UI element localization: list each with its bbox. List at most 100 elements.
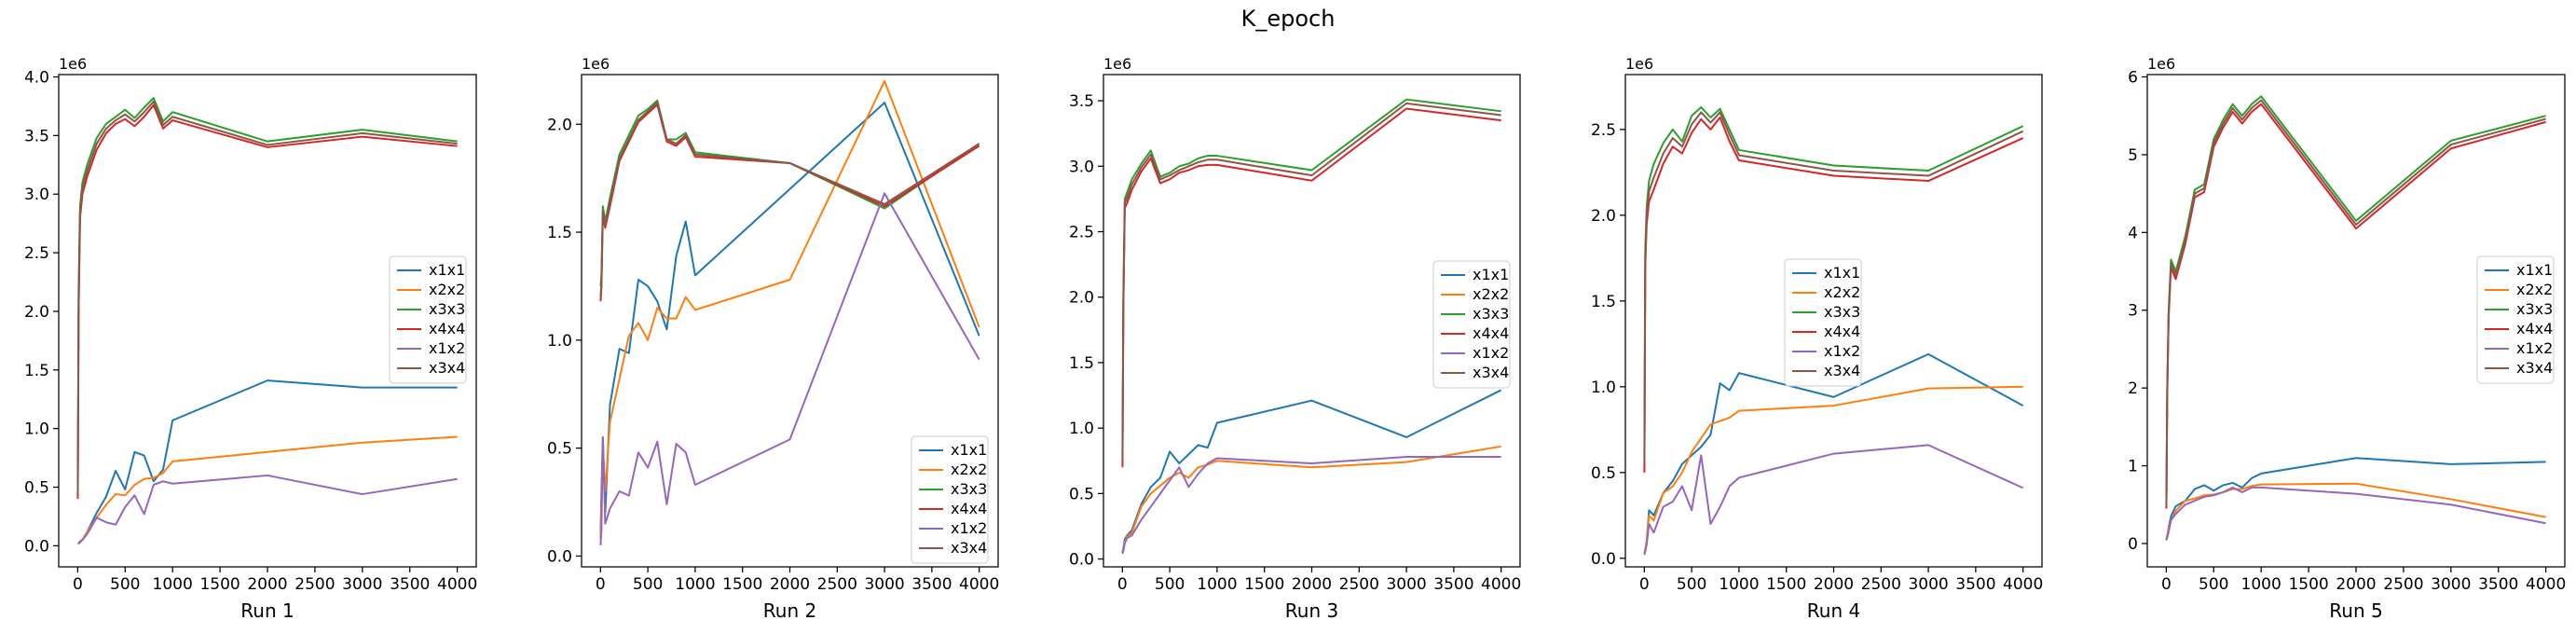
y-tick-label: 0.5 bbox=[1069, 485, 1094, 503]
x-tick-label: 4000 bbox=[2003, 575, 2043, 594]
series-line-x3x3 bbox=[1643, 105, 2024, 456]
x-tick-label: 0 bbox=[1117, 575, 1128, 594]
x-tick-label: 2500 bbox=[1861, 575, 1901, 594]
legend-label-x3x3: x3x3 bbox=[951, 480, 987, 498]
x-tick-label: 4000 bbox=[959, 575, 999, 594]
x-tick-label: 0 bbox=[1639, 575, 1650, 594]
legend-label-x1x1: x1x1 bbox=[429, 261, 465, 279]
y-tick-label: 2.5 bbox=[1069, 224, 1094, 242]
legend-label-x4x4: x4x4 bbox=[1473, 324, 1509, 342]
x-tick-label: 3500 bbox=[1955, 575, 1995, 594]
x-tick-label: 1500 bbox=[1766, 575, 1806, 594]
x-tick-label: 1500 bbox=[722, 575, 762, 594]
x-tick-label: 4000 bbox=[2526, 575, 2566, 594]
x-axis-label: Run 2 bbox=[763, 599, 816, 620]
x-tick-label: 1000 bbox=[2241, 575, 2281, 594]
y-tick-label: 2.0 bbox=[24, 303, 49, 322]
series-line-x1x2 bbox=[2165, 486, 2546, 541]
x-tick-label: 1000 bbox=[1719, 575, 1759, 594]
legend-label-x3x4: x3x4 bbox=[1824, 362, 1860, 379]
x-tick-label: 0 bbox=[596, 575, 606, 594]
legend-label-x3x3: x3x3 bbox=[429, 300, 465, 318]
legend-label-x2x2: x2x2 bbox=[2516, 281, 2553, 298]
y-tick-label: 2 bbox=[2128, 379, 2138, 398]
y-tick-label: 1.5 bbox=[1069, 354, 1094, 373]
legend-label-x3x4: x3x4 bbox=[2516, 359, 2553, 377]
x-tick-label: 1000 bbox=[1197, 575, 1237, 594]
legend-frame bbox=[911, 435, 989, 564]
x-tick-label: 1500 bbox=[1244, 575, 1284, 594]
y-tick-label: 2.0 bbox=[1069, 289, 1094, 308]
y-tick-label: 1.0 bbox=[24, 420, 49, 439]
legend-label-x3x4: x3x4 bbox=[429, 359, 465, 377]
series-line-x4x4 bbox=[1121, 107, 1501, 468]
y-tick-label: 0.5 bbox=[547, 440, 572, 459]
subplots: 0 500 1000 1500 2000 2500 3000 3500 40000.00.51.… bbox=[24, 55, 2566, 620]
x-tick-label: 2000 bbox=[2336, 575, 2376, 594]
legend-label-x4x4: x4x4 bbox=[2516, 320, 2553, 338]
y-tick-label: 0.0 bbox=[24, 537, 49, 556]
x-tick-label: 3000 bbox=[864, 575, 904, 594]
series-lines bbox=[2165, 95, 2546, 541]
x-tick-label: 2500 bbox=[1339, 575, 1379, 594]
y-tick-label: 1.5 bbox=[24, 362, 49, 380]
series-lines bbox=[1121, 98, 1502, 555]
x-tick-label: 500 bbox=[1677, 575, 1706, 594]
legend-label-x1x1: x1x1 bbox=[1473, 266, 1509, 283]
y-tick-label: 0.0 bbox=[1591, 550, 1616, 569]
y-tick-label: 0.5 bbox=[24, 479, 49, 498]
y-tick-label: 1.5 bbox=[1591, 293, 1616, 311]
y-tick-label: 3 bbox=[2128, 302, 2138, 321]
y-tick-label: 0.0 bbox=[1069, 551, 1094, 570]
y-tick-label: 6 bbox=[2128, 69, 2138, 88]
x-tick-label: 2000 bbox=[1292, 575, 1332, 594]
x-tick-label: 500 bbox=[633, 575, 663, 594]
legend-label-x2x2: x2x2 bbox=[1824, 283, 1860, 301]
y-tick-label: 0 bbox=[2128, 535, 2138, 554]
x-tick-label: 3000 bbox=[1386, 575, 1426, 594]
x-tick-label: 500 bbox=[110, 575, 140, 594]
series-lines bbox=[1643, 105, 2024, 556]
x-tick-label: 500 bbox=[2199, 575, 2228, 594]
x-tick-label: 3000 bbox=[1908, 575, 1948, 594]
legend-label-x2x2: x2x2 bbox=[1473, 285, 1509, 303]
series-line-x3x4 bbox=[1121, 102, 1501, 462]
x-tick-label: 1000 bbox=[675, 575, 715, 594]
y-tick-label: 4 bbox=[2128, 224, 2138, 242]
legend-frame bbox=[389, 255, 467, 384]
y-tick-label: 3.0 bbox=[24, 186, 49, 204]
series-line-x3x3 bbox=[1121, 98, 1501, 455]
figure-title: K_epoch bbox=[1241, 6, 1336, 32]
y-offset-label: 1e6 bbox=[2147, 55, 2175, 73]
y-tick-label: 1.0 bbox=[1591, 379, 1616, 397]
legend-label-x3x3: x3x3 bbox=[1473, 305, 1509, 323]
legend-label-x1x1: x1x1 bbox=[1824, 264, 1860, 282]
y-tick-label: 2.5 bbox=[24, 244, 49, 263]
y-offset-label: 1e6 bbox=[1103, 55, 1131, 73]
x-axis-label: Run 5 bbox=[2329, 599, 2382, 620]
x-axis-label: Run 1 bbox=[240, 599, 294, 620]
series-lines bbox=[76, 97, 458, 544]
y-tick-label: 3.5 bbox=[24, 127, 49, 145]
legend-label-x1x1: x1x1 bbox=[2516, 261, 2553, 279]
legend-label-x4x4: x4x4 bbox=[1824, 323, 1860, 340]
series-line-x1x2 bbox=[1121, 456, 1501, 555]
y-tick-label: 2.0 bbox=[1591, 207, 1616, 226]
x-tick-label: 4000 bbox=[1481, 575, 1521, 594]
legend-label-x1x2: x1x2 bbox=[429, 339, 465, 357]
y-tick-label: 4.0 bbox=[24, 69, 49, 88]
x-tick-label: 1000 bbox=[153, 575, 193, 594]
x-tick-label: 3500 bbox=[911, 575, 952, 594]
x-tick-label: 2000 bbox=[247, 575, 287, 594]
series-line-x3x4 bbox=[1643, 111, 2024, 464]
subplot-4: 0 500 1000 1500 2000 2500 3000 3500 4000 0.0 0.5 1.… bbox=[1591, 55, 2043, 620]
x-tick-label: 3500 bbox=[390, 575, 430, 594]
y-tick-label: 0.0 bbox=[547, 547, 572, 566]
x-tick-label: 2500 bbox=[2383, 575, 2423, 594]
y-tick-label: 5 bbox=[2128, 146, 2138, 165]
